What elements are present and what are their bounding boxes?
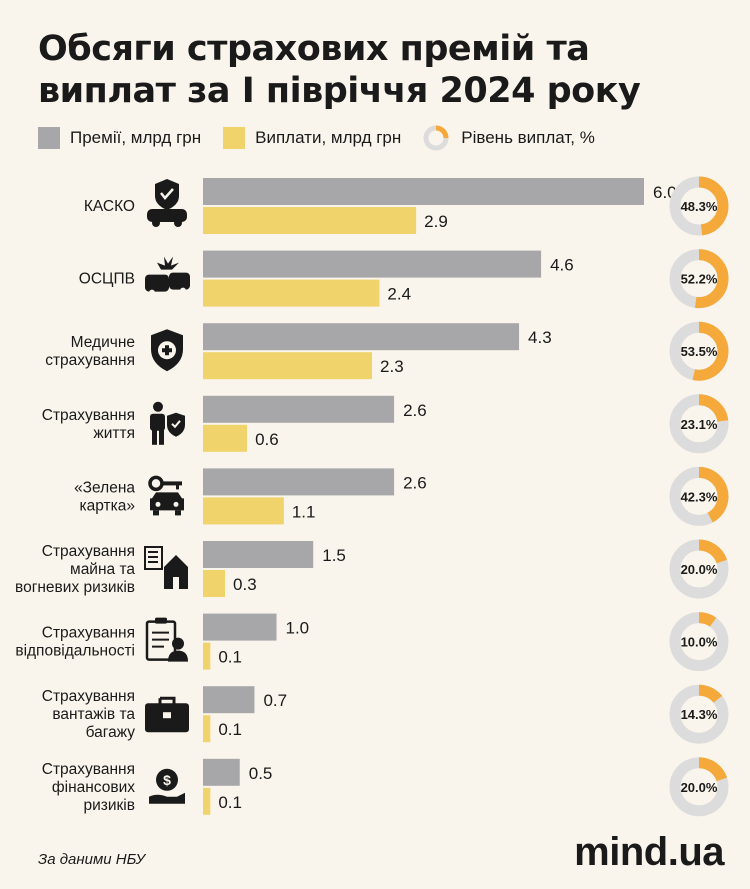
bar-label-payouts: 0.1	[218, 648, 242, 667]
bar-premiums	[203, 250, 542, 278]
legend-payouts: Виплати, млрд грн	[223, 127, 401, 149]
bar-premiums	[203, 323, 520, 351]
legend-swatch-payouts	[223, 127, 246, 149]
rate-label: 52.2%	[681, 272, 718, 287]
rate-donut-arc	[692, 321, 729, 381]
bar-payouts	[203, 497, 284, 525]
rate-label: 53.5%	[681, 344, 718, 359]
bar-payouts	[203, 787, 211, 815]
category-label: ОСЦПВ	[79, 271, 135, 288]
rate-label: 48.3%	[681, 199, 718, 214]
bar-label-premiums: 0.5	[249, 764, 273, 783]
clipboard-person-icon	[145, 617, 188, 662]
person-shield-icon	[150, 401, 185, 445]
rate-donut-arc	[698, 176, 729, 236]
bar-payouts	[203, 424, 248, 452]
bar-payouts	[203, 352, 373, 380]
legend-premiums: Премії, млрд грн	[38, 127, 201, 149]
bar-premiums	[203, 541, 314, 568]
bar-label-premiums: 1.0	[286, 619, 310, 638]
bar-premiums	[203, 686, 255, 714]
category-label: картка»	[80, 497, 135, 514]
bar-label-premiums: 4.3	[528, 328, 552, 347]
bar-label-payouts: 2.4	[387, 285, 411, 304]
category-label: Страхування	[42, 761, 135, 778]
category-label: вантажів та	[52, 706, 135, 723]
category-label: Страхування	[42, 543, 135, 560]
legend-rate: Рівень виплат, %	[423, 125, 595, 151]
bar-label-premiums: 4.6	[550, 256, 574, 275]
bar-label-premiums: 0.7	[263, 691, 287, 710]
bar-premiums	[203, 395, 395, 423]
legend-label-rate: Рівень виплат, %	[461, 128, 595, 147]
bar-label-payouts: 0.6	[255, 430, 279, 449]
legend-label-payouts: Виплати, млрд грн	[255, 128, 402, 147]
rate-donut-arc	[698, 612, 717, 627]
rate-label: 20.0%	[681, 562, 718, 577]
legend-donut-icon	[423, 125, 449, 151]
briefcase-icon	[145, 696, 189, 733]
bar-premiums	[203, 758, 240, 786]
category-label: вогневих ризиків	[15, 579, 135, 596]
category-label: життя	[93, 425, 135, 442]
bar-label-payouts: 0.1	[218, 720, 242, 739]
category-label: майна та	[70, 561, 135, 578]
bar-premiums	[203, 178, 644, 205]
legend: Премії, млрд грн Виплати, млрд грн Рівен…	[38, 124, 617, 152]
category-label: багажу	[86, 724, 136, 741]
rate-label: 42.3%	[681, 489, 718, 504]
chart-title: Обсяги страхових премій та виплат за І п…	[38, 29, 641, 111]
bar-label-payouts: 0.1	[218, 793, 242, 812]
bar-payouts	[203, 642, 211, 670]
category-label: ризиків	[83, 797, 135, 814]
bar-label-premiums: 1.5	[322, 546, 346, 565]
category-label: страхування	[45, 352, 135, 369]
rate-donut-arc	[694, 249, 729, 309]
rate-donut-arc	[698, 466, 729, 523]
brand-logo: mind.ua	[574, 830, 724, 874]
rate-label: 14.3%	[681, 707, 718, 722]
category-label: Страхування	[42, 407, 135, 424]
category-label: Страхування	[42, 688, 135, 705]
medical-shield-icon	[151, 329, 183, 372]
bar-label-payouts: 0.3	[233, 575, 257, 594]
rate-label: 10.0%	[681, 635, 718, 650]
bar-payouts	[203, 207, 417, 234]
category-label: фінансових	[52, 779, 135, 796]
bar-label-payouts: 2.9	[424, 212, 448, 231]
category-label: Медичне	[71, 334, 135, 351]
bar-label-payouts: 1.1	[292, 502, 316, 521]
bar-payouts	[203, 279, 380, 307]
rate-donut-arc	[698, 539, 728, 564]
rate-label: 23.1%	[681, 417, 718, 432]
category-label: КАСКО	[84, 198, 135, 215]
rate-label: 20.0%	[681, 780, 718, 795]
bar-payouts	[203, 570, 226, 597]
bar-payouts	[203, 715, 211, 743]
bar-label-premiums: 2.6	[403, 401, 427, 420]
category-label: «Зелена	[74, 479, 135, 496]
category-label: відповідальності	[15, 643, 135, 660]
money-hand-icon: $	[149, 768, 185, 804]
category-label: Страхування	[42, 625, 135, 642]
house-checklist-icon	[144, 546, 188, 589]
bar-premiums	[203, 613, 277, 641]
car-shield-icon	[147, 179, 187, 227]
rate-donut-arc	[698, 394, 729, 423]
bar-label-payouts: 2.3	[380, 357, 404, 376]
bar-label-premiums: 2.6	[403, 473, 427, 492]
bar-label-premiums: 6.0	[653, 183, 677, 202]
car-crash-icon	[145, 256, 190, 296]
rate-donut-arc	[698, 684, 723, 703]
bar-premiums	[203, 468, 395, 496]
legend-label-premiums: Премії, млрд грн	[70, 128, 202, 147]
rate-donut-arc	[698, 757, 728, 782]
car-key-icon	[148, 475, 184, 516]
source-note: За даними НБУ	[38, 851, 146, 868]
legend-swatch-premiums	[38, 127, 60, 149]
svg-text:$: $	[163, 772, 171, 788]
